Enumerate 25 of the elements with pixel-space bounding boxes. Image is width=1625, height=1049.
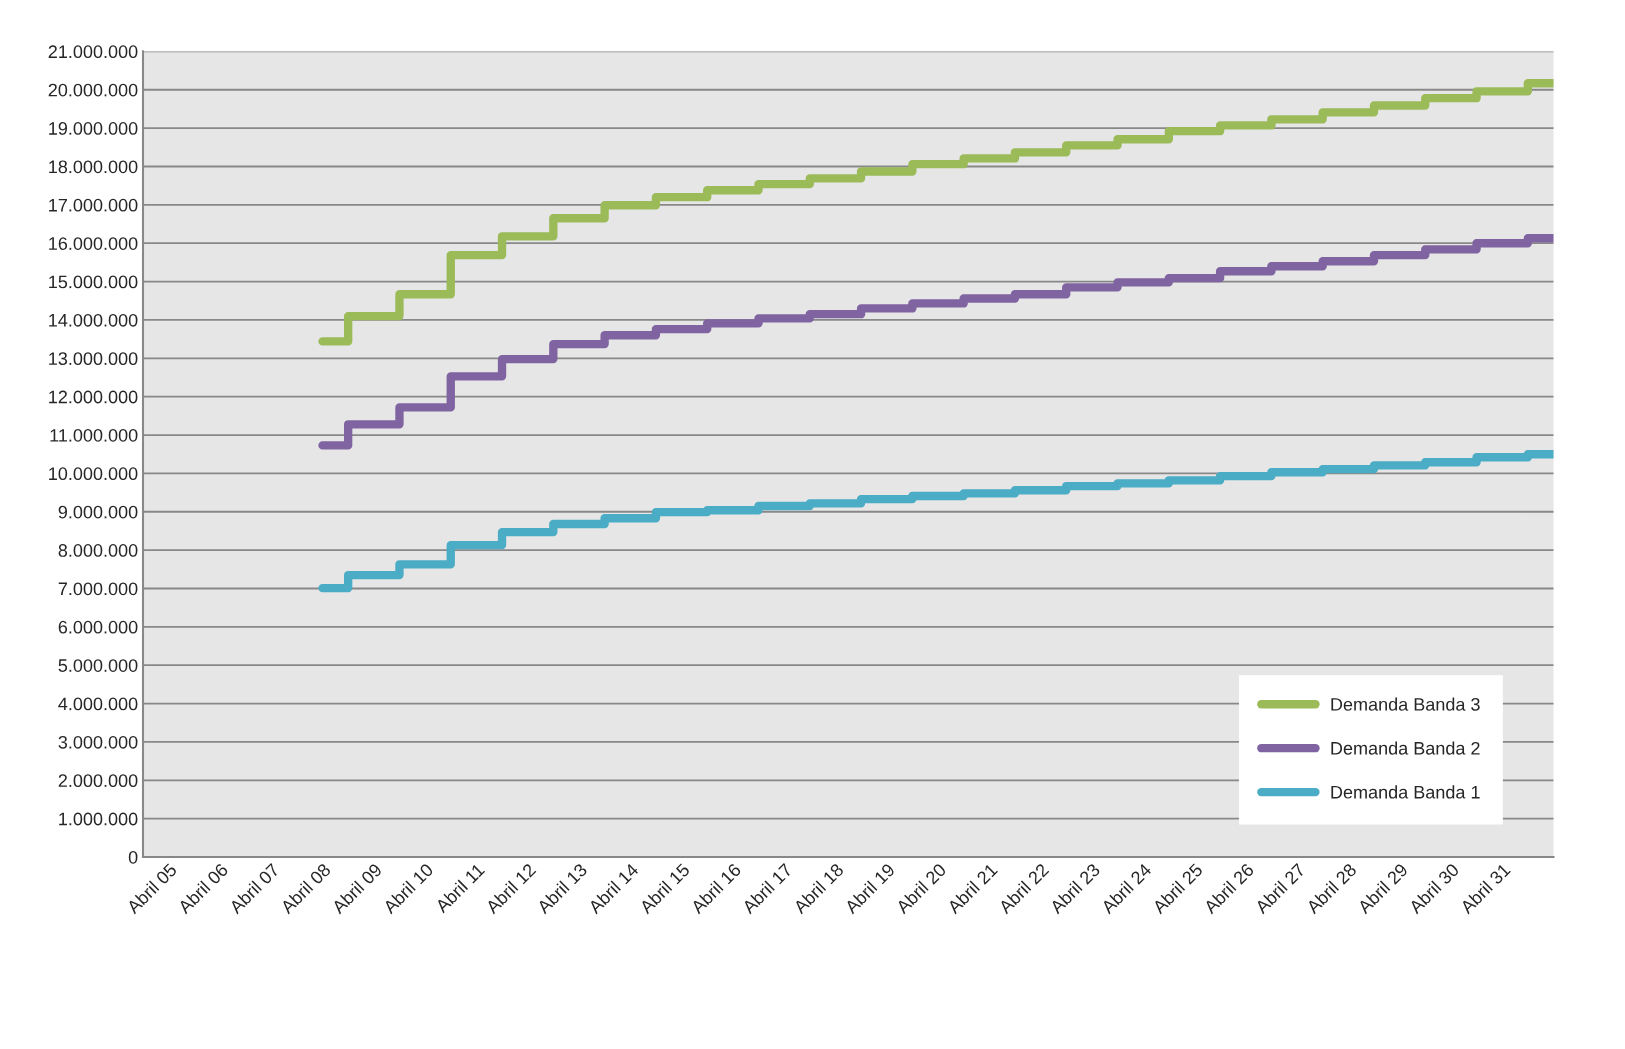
- y-tick-label: 17.000.000: [49, 198, 138, 212]
- y-tick-label: 13.000.000: [49, 352, 138, 366]
- y-tick-label: 9.000.000: [58, 505, 138, 519]
- legend-label: Demanda Banda 3: [1331, 697, 1480, 711]
- y-tick-label: 12.000.000: [49, 390, 138, 404]
- y-tick-label: 20.000.000: [48, 83, 138, 97]
- y-tick-label: 7.000.000: [58, 582, 138, 596]
- y-tick-label: 1.000.000: [59, 812, 138, 826]
- y-tick-label: 21.000.000: [48, 45, 138, 59]
- y-tick-label: 19.000.000: [49, 122, 138, 135]
- y-tick-label: 4.000.000: [58, 697, 138, 711]
- y-tick-label: 6.000.000: [58, 620, 138, 634]
- y-tick-label: 0: [128, 850, 138, 864]
- y-tick-label: 5.000.000: [58, 659, 138, 672]
- y-tick-label: 15.000.000: [49, 275, 138, 289]
- y-tick-label: 10.000.000: [49, 467, 138, 481]
- legend-label: Demanda Banda 1: [1331, 785, 1480, 799]
- y-tick-label: 3.000.000: [58, 735, 138, 749]
- y-tick-label: 11.000.000: [50, 428, 138, 442]
- y-tick-label: 14.000.000: [49, 313, 138, 327]
- y-tick-label: 18.000.000: [49, 160, 138, 174]
- y-tick-label: 16.000.000: [49, 237, 138, 250]
- y-tick-label: 2.000.000: [58, 774, 138, 788]
- y-tick-label: 8.000.000: [58, 544, 138, 557]
- legend-label: Demanda Banda 2: [1331, 741, 1480, 755]
